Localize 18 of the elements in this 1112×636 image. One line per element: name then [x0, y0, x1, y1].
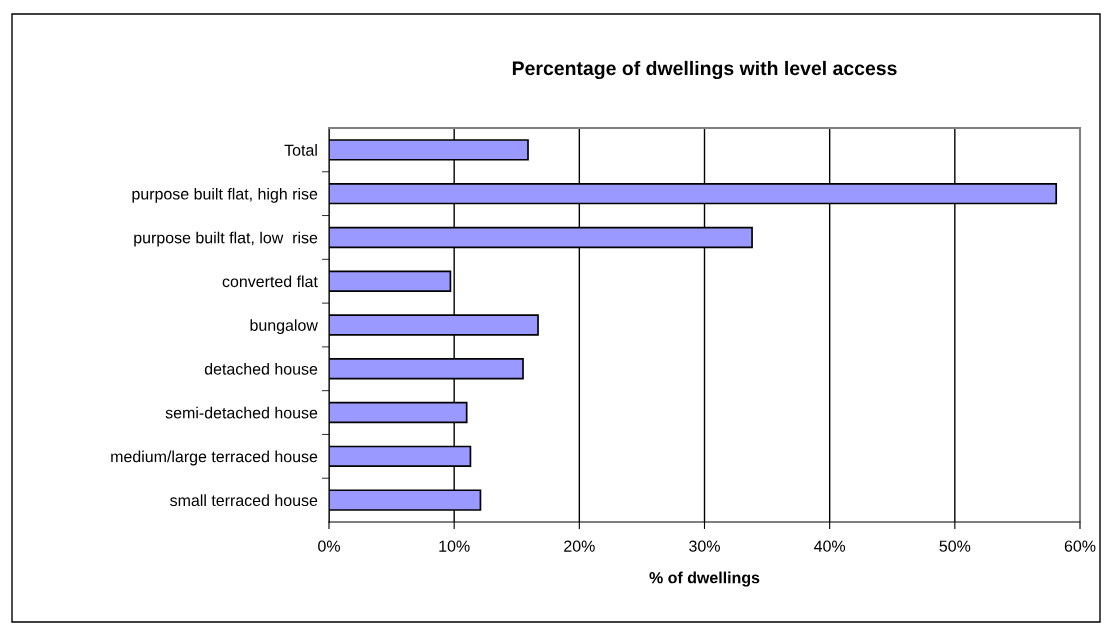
y-tick-label: small terraced house [170, 494, 318, 507]
y-tick-label: Total [284, 144, 317, 156]
y-tick-label: semi-detached house [165, 406, 318, 419]
y-tick-label: converted flat [222, 275, 318, 288]
y-tick-label: purpose built flat, high rise [132, 187, 318, 203]
x-tick-label: 0% [318, 540, 340, 552]
x-tick-label: 30% [689, 540, 720, 552]
y-tick-label: bungalow [250, 319, 318, 335]
y-tick-label: detached house [204, 362, 318, 375]
x-tick-label: 10% [439, 540, 470, 552]
y-tick-label: medium/large terraced house [111, 450, 318, 466]
x-tick-label: 60% [1064, 540, 1096, 552]
x-tick-label: 50% [939, 540, 971, 552]
x-tick-label: 20% [564, 540, 595, 552]
x-axis-title: % of dwellings [649, 571, 760, 587]
chart-title: Percentage of dwellings with level access [512, 60, 897, 80]
y-tick-label: purpose built flat, low rise [134, 231, 318, 247]
x-tick-label: 40% [814, 540, 846, 552]
